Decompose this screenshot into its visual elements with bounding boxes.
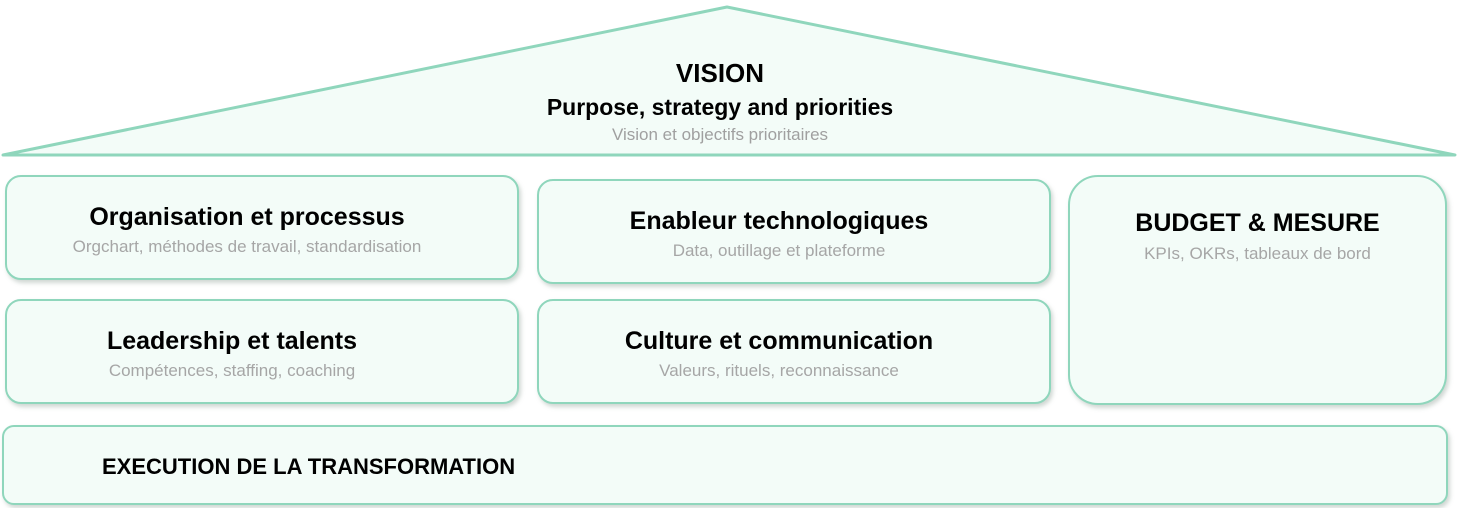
vision-roof bbox=[1, 5, 1457, 157]
pillar-leadership-description: Compétences, staffing, coaching bbox=[108, 361, 356, 380]
vision-title: VISION bbox=[675, 58, 765, 88]
pillar-organisation-title: Organisation et processus bbox=[89, 203, 405, 231]
pillar-culture: Culture et communication Valeurs, rituel… bbox=[537, 299, 1051, 404]
pillar-technology-description: Data, outillage et plateforme bbox=[672, 241, 886, 260]
pillar-organisation-description: Orgchart, méthodes de travail, standardi… bbox=[72, 237, 422, 256]
foundation-title: EXECUTION DE LA TRANSFORMATION bbox=[102, 454, 516, 479]
pillar-technology: Enableur technologiques Data, outillage … bbox=[537, 179, 1051, 284]
pillar-culture-title: Culture et communication bbox=[624, 327, 934, 355]
pillar-budget-title: BUDGET & MESURE bbox=[1135, 209, 1380, 237]
foundation-execution: EXECUTION DE LA TRANSFORMATION bbox=[2, 425, 1448, 505]
vision-subtitle: Purpose, strategy and priorities bbox=[546, 94, 894, 120]
pillar-budget-description: KPIs, OKRs, tableaux de bord bbox=[1144, 244, 1371, 263]
pillar-leadership-title: Leadership et talents bbox=[106, 327, 358, 355]
pillar-leadership: Leadership et talents Compétences, staff… bbox=[5, 299, 519, 404]
pillar-culture-description: Valeurs, rituels, reconnaissance bbox=[659, 361, 899, 380]
vision-description: Vision et objectifs prioritaires bbox=[611, 125, 829, 144]
pillar-budget: BUDGET & MESURE KPIs, OKRs, tableaux de … bbox=[1068, 175, 1447, 405]
pillar-technology-title: Enableur technologiques bbox=[629, 207, 929, 235]
pillar-organisation: Organisation et processus Orgchart, méth… bbox=[5, 175, 519, 280]
roof-triangle bbox=[1, 5, 1457, 157]
